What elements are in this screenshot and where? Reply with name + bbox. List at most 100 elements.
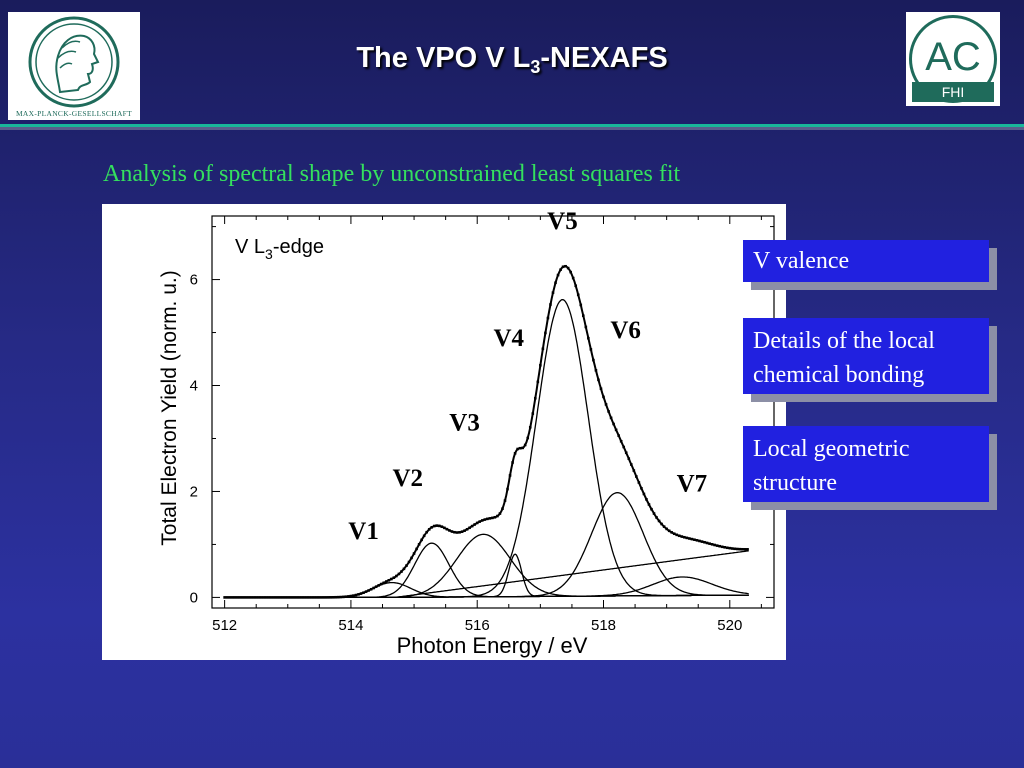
data-point [650,507,653,511]
data-point [251,596,254,599]
data-point [372,586,375,590]
slide-title: The VPO V L3-NEXAFS [0,42,1024,78]
data-point [544,331,547,335]
edge-annotation-main: V L [235,236,265,258]
data-point [432,524,436,528]
edge-annotation: V L3-edge [235,236,324,262]
data-point [405,564,408,567]
data-point [541,347,545,351]
data-point [326,596,330,599]
data-point [415,547,418,551]
data-point [261,596,264,599]
x-tick-label: 520 [717,617,742,634]
data-point [448,529,451,532]
data-point [339,595,343,599]
data-point [503,499,507,502]
data-point [271,596,274,599]
data-point [602,395,605,399]
peak-v3-curve [224,533,749,599]
data-point [412,552,416,555]
data-point [667,529,671,533]
data-point [720,545,724,549]
peak-v2-curve [224,542,749,599]
data-point [301,596,305,599]
data-point [741,547,744,551]
data-point [392,576,396,579]
data-point [420,538,423,542]
data-point [498,512,502,515]
data-point [587,336,590,340]
data-point [680,535,684,538]
data-point [518,446,522,450]
data-point [382,581,386,585]
slide-subtitle: Analysis of spectral shape by unconstrai… [103,161,681,187]
data-point [273,596,277,599]
data-point [725,546,729,550]
data-point [743,548,747,551]
data-point [627,457,631,460]
data-point [243,596,247,599]
data-point [324,596,327,599]
data-point [296,596,300,599]
data-point [276,596,279,599]
data-point [455,531,459,534]
data-point [235,596,239,599]
data-point [635,475,638,478]
data-point [427,528,431,531]
data-point [491,516,494,520]
data-point [241,596,244,599]
data-point [311,596,315,599]
data-point [450,530,454,533]
logo-fhi-text: FHI [942,84,965,100]
data-point [675,533,679,537]
data-point [468,526,471,530]
data-point [233,596,237,599]
data-point [289,596,292,599]
data-point [397,572,401,576]
peak-label-v4: V4 [494,325,525,352]
y-axis-label: Total Electron Yield (norm. u.) [158,270,181,545]
data-point [352,594,355,597]
x-tick-label: 514 [338,617,363,634]
data-point [435,524,439,527]
x-tick-label: 516 [465,617,490,634]
data-point [551,291,555,294]
data-point [329,596,333,599]
data-point [395,574,398,578]
data-point [564,264,567,268]
data-point [508,474,512,477]
logo-ac-text: AC [925,35,981,79]
title-main: The VPO V L [356,42,531,74]
data-point [513,452,517,455]
data-point [622,445,626,449]
data-point [645,498,648,501]
data-point [660,522,663,526]
data-point [281,596,285,599]
data-point [718,544,721,548]
data-point [695,539,699,542]
data-point [379,582,383,586]
data-point [362,591,365,594]
data-point [506,487,509,491]
data-point [316,596,320,599]
data-point [248,596,252,599]
data-point [369,587,373,591]
data-point [445,527,449,531]
data-point [387,578,391,582]
data-point [723,546,727,549]
data-point [496,514,499,518]
data-point [291,596,295,599]
data-point [536,380,540,384]
peak-label-v1: V1 [348,518,379,545]
data-point [521,446,524,450]
info-box-geometric-structure: Local geometric structure [743,426,989,502]
data-point [384,580,388,583]
data-point [349,594,353,598]
y-tick-label: 4 [190,378,198,395]
data-point [473,523,476,526]
data-point [728,546,732,550]
data-point [347,595,350,598]
data-point [486,517,489,521]
data-point [478,520,482,523]
data-point [569,270,572,274]
